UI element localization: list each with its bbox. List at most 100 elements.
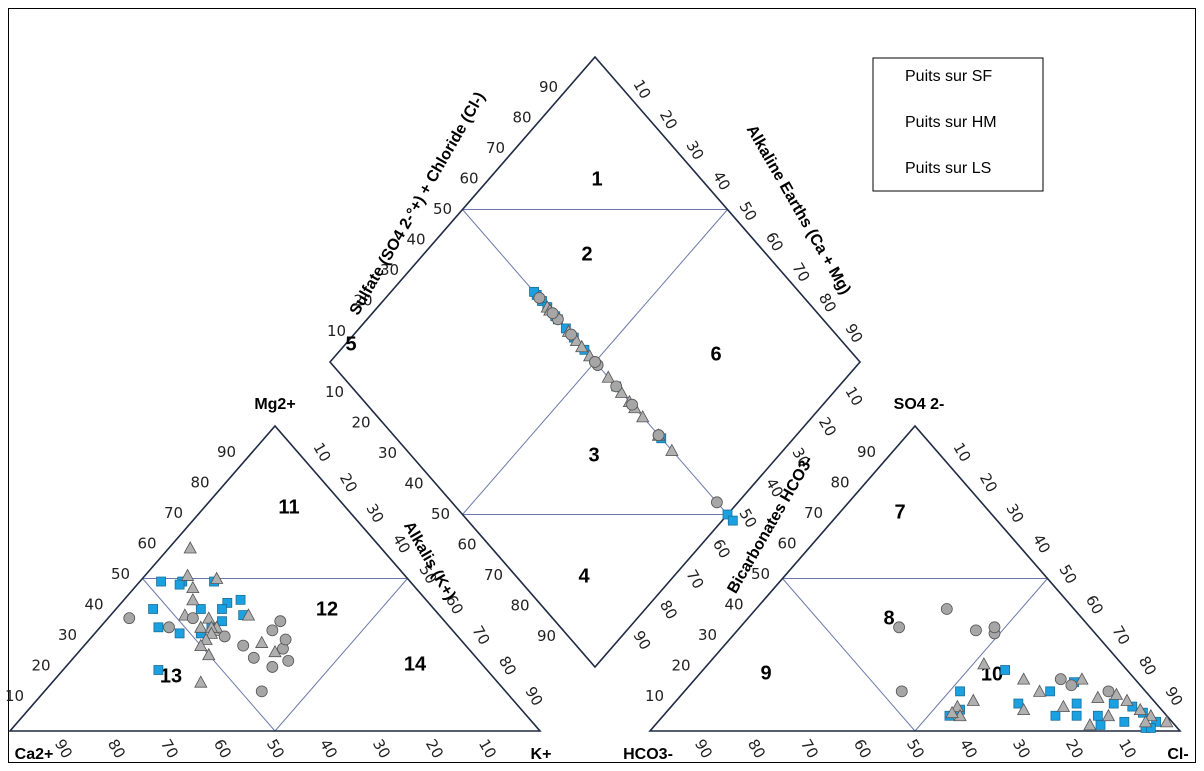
anion-right-tick: 80 (1135, 653, 1160, 679)
cation-left-tick: 70 (164, 504, 183, 522)
diamond-point (665, 443, 679, 456)
region-label-13: 13 (160, 665, 182, 687)
cation-left-tick: 40 (84, 596, 103, 614)
cation-point (218, 630, 231, 643)
cation-bottom-tick: 50 (263, 736, 288, 762)
diamond-point (711, 496, 723, 509)
data-points (123, 72, 1174, 733)
anion-point (1160, 715, 1174, 728)
anion-point (1054, 673, 1067, 686)
diamond-lower-right-tick: 60 (709, 536, 734, 562)
cation-triangle-frame (8, 424, 542, 732)
cation-left-tick: 50 (111, 565, 130, 583)
legend-entry: Puits sur LS (905, 160, 991, 177)
diamond-lower-right-tick: 10 (841, 383, 866, 409)
cation-point (186, 580, 200, 594)
diamond-lower-right-tick: 20 (815, 414, 840, 440)
region-label-14: 14 (404, 653, 427, 675)
anion-point (1075, 672, 1089, 685)
diamond-point (722, 509, 733, 520)
cation-point (174, 628, 185, 639)
diamond-point (614, 385, 629, 398)
cation-right-tick: 30 (362, 500, 387, 526)
diamond-upper-right-tick: 80 (815, 290, 840, 316)
cation-bottom-tick: 10 (475, 736, 500, 762)
diamond-point (533, 292, 546, 304)
diamond-lower-left-tick: 10 (325, 383, 344, 401)
cation-right-tick: 10 (309, 439, 334, 465)
diamond-upper-right-tick: 70 (788, 259, 813, 285)
cation-bottom-tick: 70 (157, 736, 182, 762)
cation-point (194, 620, 208, 633)
cation-point (156, 576, 166, 587)
anion-point (1108, 698, 1119, 709)
cation-point (153, 665, 164, 675)
diamond-upper-left-tick: 80 (512, 109, 531, 127)
anion-point (1127, 701, 1138, 712)
anion-bottom-tick: 60 (850, 736, 875, 762)
anion-point (1045, 686, 1056, 697)
cation-point (195, 604, 206, 614)
region-label-1: 1 (591, 168, 602, 190)
diamond-lower-right-tick: 70 (682, 566, 707, 592)
anion-left-tick: 70 (804, 504, 823, 522)
cation-point (274, 615, 287, 628)
cation-point (255, 685, 268, 698)
anion-left-tick: 80 (830, 474, 849, 492)
anion-point (1151, 716, 1162, 727)
cation-point (235, 594, 246, 605)
anion-bottom-tick: 80 (744, 736, 769, 762)
cation-bottom-tick: 20 (422, 736, 447, 762)
cation-point (279, 633, 292, 646)
cation-right-tick: 80 (495, 653, 520, 679)
anion-left-tick: 30 (698, 626, 717, 644)
diamond-upper-right-tick: 20 (656, 107, 681, 133)
cation-point (241, 608, 256, 621)
diamond-upper-left-tick: 30 (380, 261, 399, 279)
cation-bottom-tick: 80 (104, 736, 129, 762)
diamond-point (727, 515, 738, 526)
anion-point (1016, 702, 1031, 716)
diamond-frame (328, 55, 862, 669)
diamond-upper-left-tick: 10 (327, 322, 346, 340)
cation-point (247, 651, 260, 664)
anion-point (1119, 716, 1130, 727)
anion-point (988, 621, 1001, 634)
anion-left-tick: 60 (777, 535, 796, 553)
legend: Puits sur SF Puits sur HM Puits sur LS (872, 57, 1044, 192)
cation-point (204, 626, 219, 639)
anion-right-tick: 70 (1108, 622, 1133, 648)
anion-left-tick: 90 (857, 443, 876, 461)
cation-point (202, 611, 216, 624)
diamond-point (601, 370, 615, 383)
anion-point (1133, 702, 1147, 716)
cation-left-tick: 30 (58, 626, 77, 644)
region-label-8: 8 (883, 607, 894, 629)
triangle-frames (8, 55, 1182, 732)
cation-point (217, 604, 227, 614)
anion-point (1016, 672, 1031, 685)
diamond-upper-right-tick: 60 (762, 229, 787, 255)
cation-left-tick: 80 (190, 474, 209, 492)
cation-right-tick: 20 (336, 470, 361, 496)
anion-point (1120, 693, 1134, 706)
anion-axis-bicarbonates: Bicarbonates HCO3- (724, 453, 817, 596)
cation-vertex-k: K+ (531, 746, 552, 763)
anion-bottom-tick: 90 (691, 736, 716, 762)
cation-point (199, 632, 213, 645)
diamond-upper-right-tick: 40 (709, 168, 734, 194)
anion-right-tick: 40 (1029, 531, 1054, 557)
cation-point (186, 612, 199, 625)
cation-vertex-ca: Ca2+ (15, 746, 54, 763)
anion-bottom-tick: 30 (1009, 736, 1034, 762)
anion-point (1050, 710, 1061, 721)
cation-point (266, 661, 279, 673)
cation-point (153, 622, 164, 633)
diamond-lower-left-tick: 20 (351, 414, 370, 432)
cation-left-tick: 60 (137, 535, 156, 553)
region-label-5: 5 (345, 333, 356, 355)
diamond-lower-left-tick: 70 (484, 566, 503, 584)
anion-point (1071, 698, 1082, 709)
diamond-lower-left-tick: 90 (537, 627, 556, 645)
region-label-6: 6 (710, 343, 721, 365)
